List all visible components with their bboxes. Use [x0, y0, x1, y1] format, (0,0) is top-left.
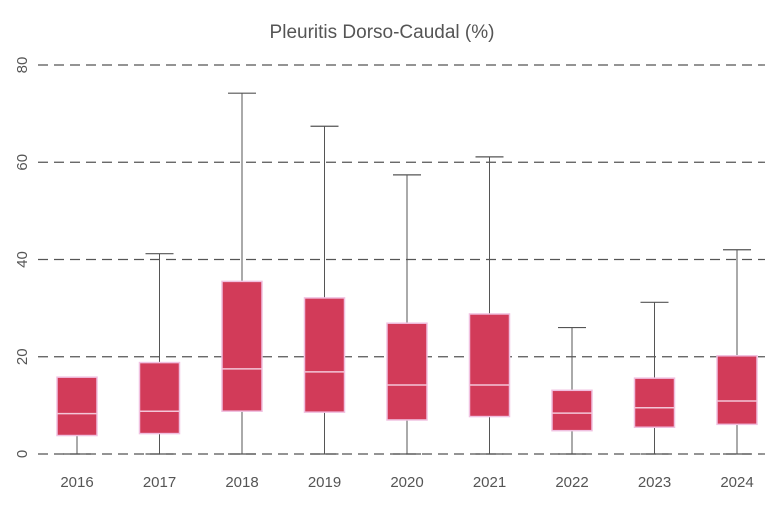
y-tick-labels: 0 20 40 60 80	[14, 57, 31, 459]
x-tick-label: 2021	[473, 474, 506, 491]
box-2019	[303, 125, 346, 455]
box-iqr	[138, 361, 181, 435]
x-tick-labels: 2016 2017 2018 2019 2020 2021 2022 2023 2024	[60, 474, 753, 491]
y-tick-label: 80	[14, 57, 31, 74]
box-2023	[633, 301, 676, 455]
box-iqr	[221, 280, 263, 412]
box-iqr	[386, 322, 428, 421]
box-2017	[138, 253, 181, 455]
x-tick-label: 2020	[390, 474, 423, 491]
box-iqr	[551, 389, 593, 432]
x-tick-label: 2018	[225, 474, 258, 491]
y-tick-label: 20	[14, 348, 31, 365]
x-tick-label: 2023	[638, 474, 671, 491]
y-tick-label: 60	[14, 154, 31, 171]
x-tick-label: 2024	[720, 474, 753, 491]
box-2016	[56, 376, 98, 455]
x-tick-label: 2019	[308, 474, 341, 491]
box-2021	[468, 156, 511, 455]
y-tick-label: 0	[14, 450, 31, 458]
x-tick-label: 2016	[60, 474, 93, 491]
box-iqr	[56, 376, 98, 437]
box-iqr	[468, 313, 511, 418]
chart-title: Pleuritis Dorso-Caudal (%)	[270, 22, 495, 43]
y-tick-label: 40	[14, 251, 31, 268]
x-tick-label: 2022	[555, 474, 588, 491]
x-tick-label: 2017	[143, 474, 176, 491]
box-iqr	[633, 377, 676, 429]
boxes	[56, 92, 758, 455]
box-2022	[551, 326, 593, 455]
box-2018	[221, 92, 263, 455]
box-iqr	[716, 355, 758, 426]
box-2020	[386, 174, 428, 455]
box-2024	[716, 249, 758, 455]
box-iqr	[303, 297, 346, 413]
